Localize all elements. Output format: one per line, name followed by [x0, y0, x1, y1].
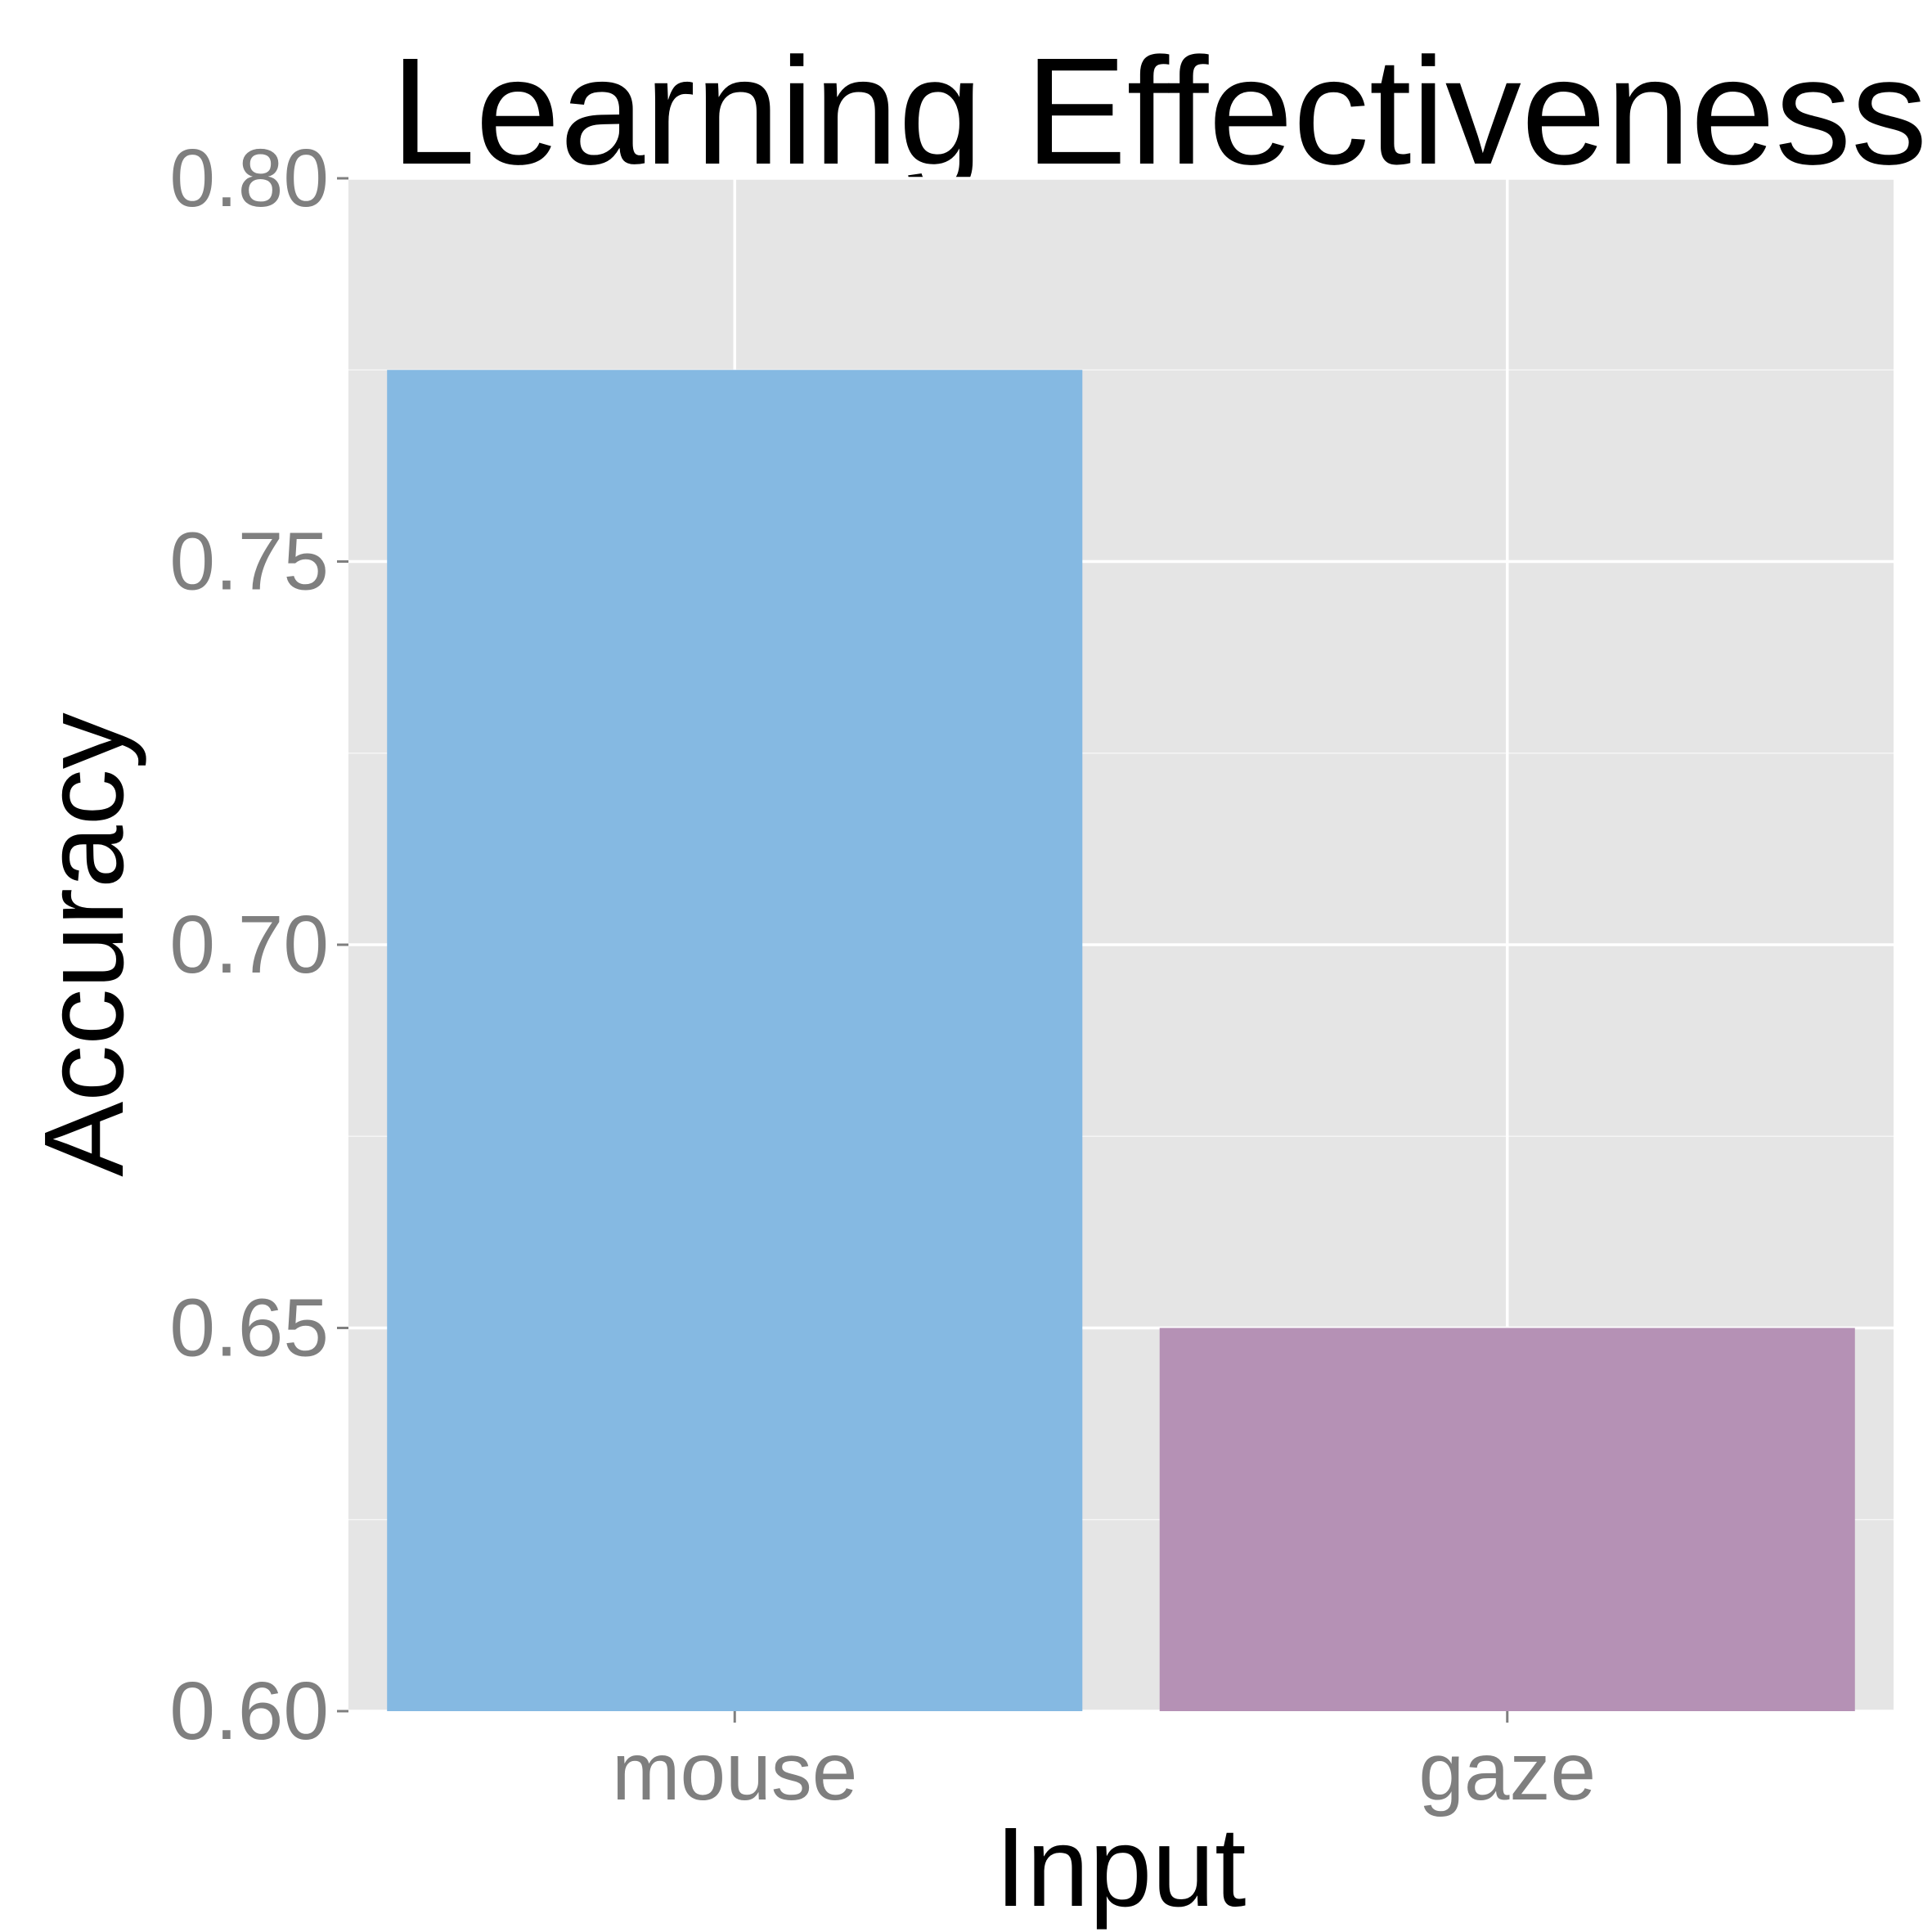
y-tick-label: 0.75: [169, 516, 329, 608]
y-tick-label: 0.65: [169, 1283, 329, 1374]
bar-mouse: [387, 370, 1083, 1711]
y-tick-label: 0.60: [169, 1665, 329, 1757]
bars: [387, 370, 1855, 1711]
bar-gaze: [1159, 1328, 1855, 1711]
y-axis-title: Accuracy: [21, 712, 147, 1177]
x-axis-ticks: mouse gaze: [612, 1711, 1596, 1817]
y-axis-ticks: 0.60 0.65 0.70 0.75 0.80: [169, 133, 348, 1757]
y-tick-label: 0.70: [169, 899, 329, 991]
chart-title: Learning Effectiveness: [391, 27, 1927, 196]
x-tick-label: gaze: [1418, 1726, 1596, 1817]
y-tick-label: 0.80: [169, 133, 329, 224]
x-tick-label: mouse: [612, 1726, 857, 1817]
x-axis-title: Input: [995, 1804, 1247, 1930]
